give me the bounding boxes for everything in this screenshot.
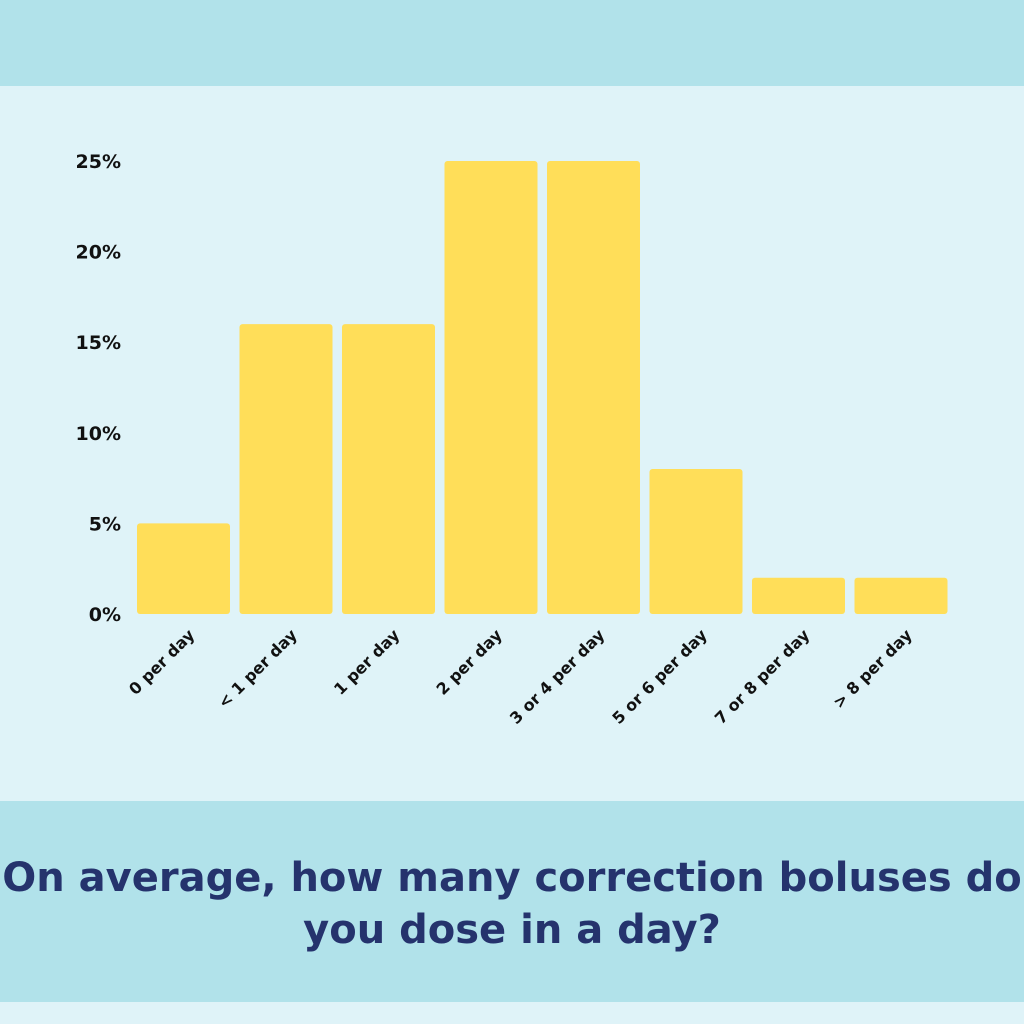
x-tick-label: 0 per day xyxy=(125,625,199,699)
y-tick-label: 25% xyxy=(76,151,121,173)
bar xyxy=(649,469,743,614)
x-axis-labels: 0 per day < 1 per day 1 per day 2 per day 3 … xyxy=(125,625,916,728)
bar xyxy=(854,577,948,614)
bar xyxy=(547,161,640,614)
y-axis-ticks: 0% 5% 10% 15% 20% 25% xyxy=(76,151,121,626)
bars xyxy=(137,161,948,614)
y-tick-label: 20% xyxy=(76,242,121,264)
x-tick-label: 2 per day xyxy=(433,625,507,699)
y-tick-label: 10% xyxy=(76,423,121,445)
x-tick-label: 5 or 6 per day xyxy=(608,625,711,728)
bar xyxy=(752,577,845,614)
y-tick-label: 0% xyxy=(89,604,121,626)
top-band xyxy=(0,0,1024,86)
bar xyxy=(137,523,230,614)
x-tick-label: 3 or 4 per day xyxy=(506,625,609,728)
chart-title: On average, how many correction boluses … xyxy=(2,855,1022,953)
y-tick-label: 15% xyxy=(76,332,121,354)
bar xyxy=(444,161,538,614)
x-tick-label: < 1 per day xyxy=(214,625,301,712)
bar xyxy=(239,324,333,614)
bar xyxy=(342,324,435,614)
y-tick-label: 5% xyxy=(89,513,121,535)
bottom-band xyxy=(0,801,1024,1002)
x-tick-label: > 8 per day xyxy=(829,625,916,712)
x-tick-label: 1 per day xyxy=(330,625,404,699)
x-tick-label: 7 or 8 per day xyxy=(711,625,814,728)
bar-chart: 0% 5% 10% 15% 20% 25% 0 per day < 1 per day 1 p… xyxy=(76,151,948,728)
bottom-strip xyxy=(0,1002,1024,1024)
